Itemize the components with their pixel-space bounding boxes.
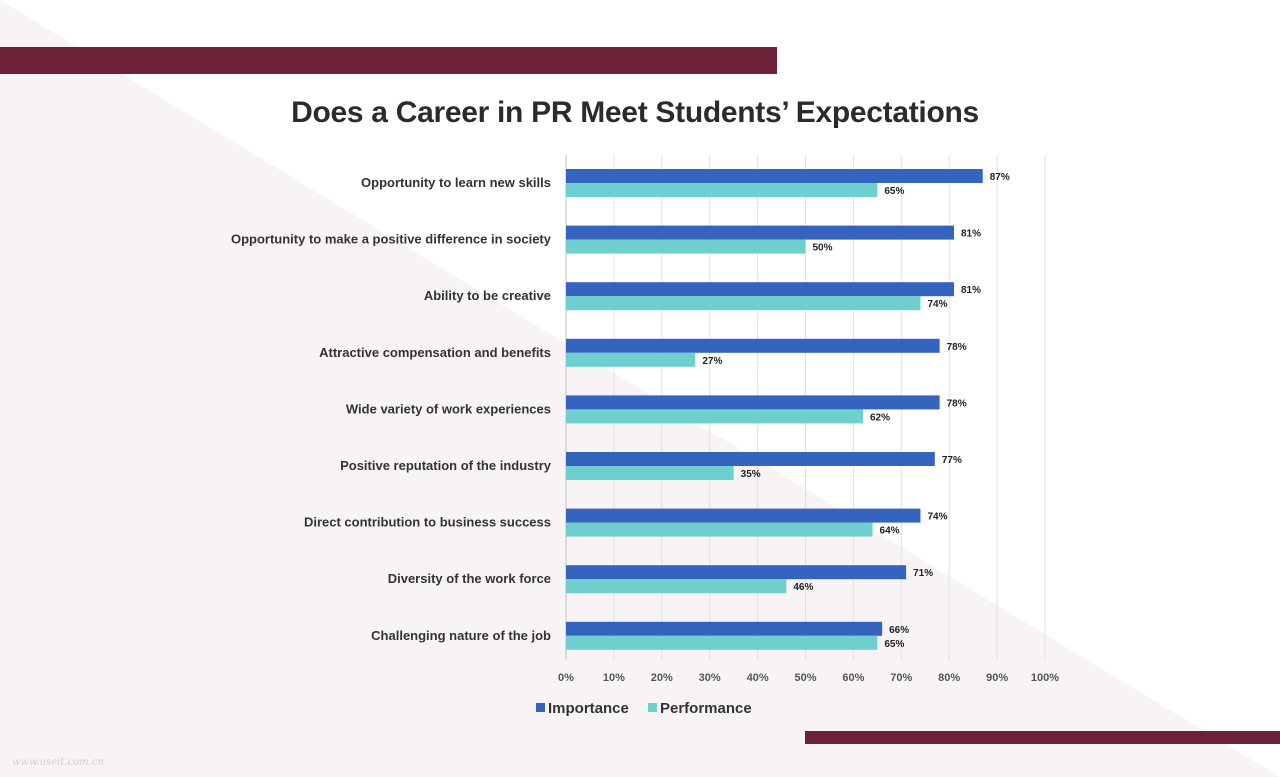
importance-bar	[566, 565, 907, 580]
x-tick-label: 80%	[938, 672, 960, 684]
importance-bar	[566, 225, 954, 240]
x-tick-label: 90%	[986, 672, 1008, 684]
data-label: 81%	[961, 285, 981, 296]
x-tick-label: 40%	[747, 672, 769, 684]
legend-swatch-performance	[648, 703, 657, 712]
legend-label-importance: Importance	[548, 700, 629, 717]
x-tick-label: 60%	[842, 672, 864, 684]
category-label: Challenging nature of the job	[371, 628, 551, 643]
top-accent-band	[0, 47, 777, 74]
performance-bar	[566, 522, 873, 537]
x-tick-label: 50%	[794, 672, 816, 684]
data-label: 50%	[813, 243, 833, 254]
legend-swatch-importance	[536, 703, 545, 712]
x-tick-label: 70%	[890, 672, 912, 684]
performance-bar	[566, 239, 806, 254]
data-label: 27%	[702, 356, 722, 367]
performance-bar	[566, 466, 734, 480]
data-label: 77%	[942, 455, 962, 466]
importance-bar	[566, 338, 940, 353]
watermark-text: www.useit.com.cn	[12, 757, 104, 768]
category-label: Ability to be creative	[424, 288, 551, 303]
category-label: Wide variety of work experiences	[346, 401, 551, 416]
performance-bar	[566, 409, 863, 424]
importance-bar	[566, 452, 935, 466]
data-label: 71%	[913, 568, 933, 579]
importance-bar	[566, 508, 921, 523]
performance-bar	[566, 296, 921, 311]
performance-bar	[566, 635, 878, 650]
x-tick-label: 30%	[699, 672, 721, 684]
x-tick-label: 0%	[558, 672, 574, 684]
x-tick-label: 10%	[603, 672, 625, 684]
importance-bar	[566, 621, 883, 636]
x-tick-label: 100%	[1031, 672, 1059, 684]
category-label: Opportunity to learn new skills	[361, 175, 551, 190]
importance-bar	[566, 282, 954, 297]
data-label: 35%	[741, 469, 761, 480]
importance-bar	[566, 169, 983, 183]
chart-title: Does a Career in PR Meet Students’ Expec…	[291, 96, 979, 129]
performance-bar	[566, 579, 787, 594]
performance-bar	[566, 183, 878, 197]
category-label: Direct contribution to business success	[304, 515, 551, 530]
x-tick-label: 20%	[651, 672, 673, 684]
data-label: 64%	[880, 526, 900, 537]
data-label: 78%	[947, 398, 967, 409]
data-label: 65%	[884, 186, 904, 197]
bottom-accent-band	[805, 731, 1280, 744]
category-label: Diversity of the work force	[388, 571, 551, 586]
data-label: 46%	[793, 582, 813, 593]
legend-label-performance: Performance	[660, 700, 752, 717]
data-label: 66%	[889, 625, 909, 636]
importance-bar	[566, 395, 940, 410]
category-label: Positive reputation of the industry	[340, 458, 552, 473]
category-label: Opportunity to make a positive differenc…	[231, 232, 552, 247]
data-label: 65%	[884, 639, 904, 650]
performance-bar	[566, 352, 696, 367]
data-label: 74%	[927, 512, 947, 523]
data-label: 74%	[927, 299, 947, 310]
category-label: Attractive compensation and benefits	[319, 345, 551, 360]
data-label: 62%	[870, 412, 890, 423]
data-label: 78%	[947, 342, 967, 353]
data-label: 87%	[990, 172, 1010, 183]
data-label: 81%	[961, 229, 981, 240]
